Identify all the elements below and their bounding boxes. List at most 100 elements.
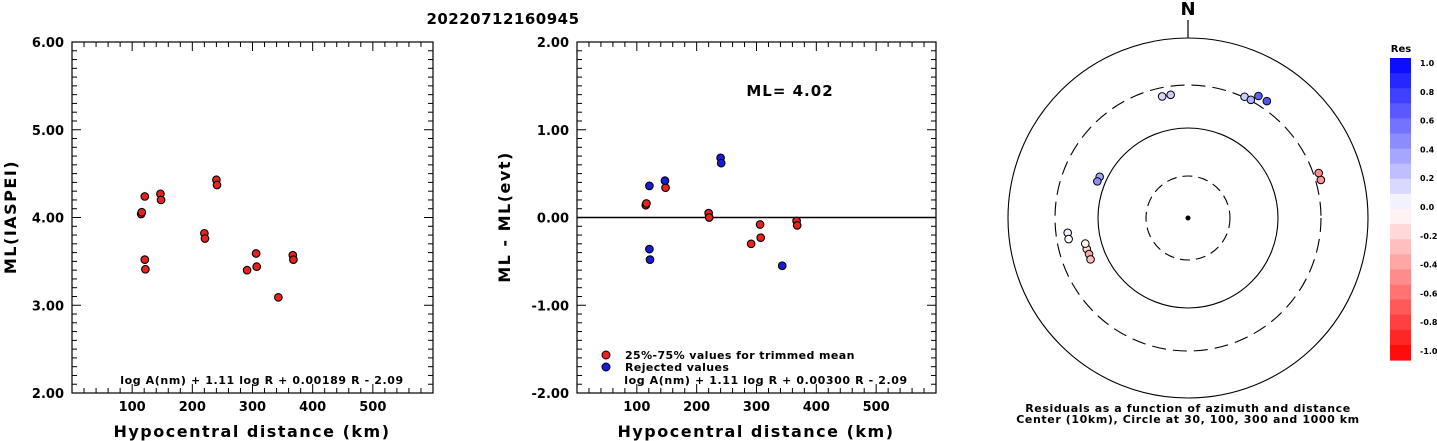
data-point — [251, 249, 261, 258]
residual-point — [1157, 92, 1167, 101]
colorbar-cell — [1390, 209, 1411, 225]
x-tick-label: 400 — [299, 400, 326, 415]
panel-residual-vs-distance: 100 200 300 400 500 -2.00 -1.00 0.00 1.00 2.00 ML… — [495, 36, 937, 441]
data-point — [645, 244, 654, 254]
colorbar-cell — [1390, 329, 1411, 346]
colorbar-cell — [1390, 269, 1411, 286]
data-point — [661, 183, 670, 193]
colorbar-cell — [1390, 178, 1411, 195]
colorbar-tick-label: 0.8 — [1420, 88, 1435, 97]
colorbar-tick-label: 1.0 — [1420, 59, 1435, 68]
colorbar-cell — [1390, 299, 1411, 316]
y-tick-label: 3.00 — [32, 299, 64, 314]
y-axis-title: ML(IASPEI) — [1, 160, 20, 274]
data-point — [137, 207, 147, 217]
colorbar-tick-label: -0.6 — [1420, 289, 1437, 298]
data-point — [755, 220, 765, 229]
legend: 25%-75% values for trimmed mean Rejected… — [601, 349, 855, 374]
residual-point — [1254, 91, 1263, 101]
colorbar-cell — [1390, 58, 1411, 74]
data-point — [704, 213, 714, 222]
residual-point — [1314, 168, 1323, 178]
data-point — [746, 239, 756, 249]
colorbar-tick-label: 0.4 — [1420, 145, 1435, 154]
north-label: N — [1180, 0, 1195, 20]
colorbar-cell — [1390, 254, 1411, 270]
legend-marker-rejected — [601, 362, 611, 372]
colorbar-tick-label: -0.4 — [1420, 261, 1437, 270]
x-tick-label: 400 — [803, 400, 830, 415]
x-axis-title: Hypocentral distance (km) — [617, 422, 894, 441]
colorbar-cell — [1390, 103, 1411, 119]
polar-caption-line1: Residuals as a function of azimuth and d… — [1025, 402, 1351, 415]
colorbar-cell — [1390, 224, 1411, 240]
colorbar-cell — [1390, 193, 1411, 210]
colorbar-tick-label: 0.0 — [1420, 203, 1435, 212]
colorbar-cell — [1390, 148, 1411, 165]
residual-point — [1080, 239, 1090, 248]
figure-title: 20220712160945 — [426, 10, 579, 28]
y-tick-label: -2.00 — [532, 387, 569, 402]
x-tick-label: 500 — [863, 400, 890, 415]
data-point — [642, 199, 651, 208]
x-tick-label: 100 — [119, 400, 146, 415]
x-tick-label: 200 — [683, 400, 710, 415]
data-point — [252, 262, 262, 271]
polar-caption-line2: Center (10km), Circle at 30, 100, 300 an… — [1016, 413, 1360, 426]
data-point — [140, 255, 150, 264]
polar-residual-plot: N Residuals as a function of azimuth and… — [1007, 0, 1369, 426]
y-tick-label: 5.00 — [32, 124, 64, 139]
y-tick-label: 6.00 — [32, 36, 64, 51]
data-point — [140, 192, 150, 201]
x-tick-label: 100 — [623, 400, 650, 415]
colorbar-tick-label: -1.0 — [1420, 347, 1437, 356]
colorbar-cell — [1390, 73, 1411, 89]
x-tick-label: 300 — [239, 400, 266, 415]
data-point — [156, 195, 166, 205]
residual-point — [1262, 96, 1272, 106]
colorbar-cell — [1390, 284, 1411, 301]
formula-text: log A(nm) + 1.11 log R + 0.00189 R - 2.0… — [120, 374, 403, 387]
data-point — [756, 233, 766, 243]
ml-annotation: ML= 4.02 — [746, 82, 833, 100]
data-point — [141, 264, 150, 274]
x-tick-label: 500 — [359, 400, 386, 415]
colorbar-tick-label: 0.2 — [1420, 174, 1434, 183]
plot-frame — [71, 41, 434, 394]
x-axis-title: Hypocentral distance (km) — [113, 422, 390, 441]
center-marker — [1185, 215, 1191, 221]
colorbar-cell — [1390, 163, 1411, 180]
colorbar-cell — [1390, 118, 1411, 135]
panel-ml-vs-distance: 100 200 300 400 500 2.00 3.00 4.00 5.00 6.00 log … — [1, 36, 434, 441]
y-tick-label: 4.00 — [32, 212, 64, 227]
data-point — [242, 265, 252, 275]
y-tick-label: -1.00 — [532, 299, 569, 314]
residual-point — [1086, 255, 1095, 264]
legend-label-trimmed: 25%-75% values for trimmed mean — [625, 349, 855, 362]
data-point — [200, 234, 210, 243]
data-point — [777, 261, 787, 271]
y-tick-label: 1.00 — [537, 124, 569, 139]
ring-100km — [1097, 127, 1279, 309]
ring-300km — [1054, 84, 1322, 352]
formula-text: log A(nm) + 1.11 log R + 0.00300 R - 2.0… — [624, 374, 907, 387]
colorbar-tick-label: -0.2 — [1420, 232, 1437, 241]
residual-colorbar: Res 1.0 0.8 0.6 0.4 0.2 0.0 -0.2 -0.4 -0.6 -0.8 -1… — [1390, 44, 1437, 361]
colorbar-tick-label: -0.8 — [1420, 318, 1437, 327]
x-tick-label: 300 — [743, 400, 770, 415]
colorbar-title: Res — [1391, 44, 1411, 55]
residual-point — [1246, 95, 1256, 105]
data-point — [716, 158, 726, 168]
ring-30km — [1145, 175, 1231, 261]
residual-point — [1064, 234, 1073, 244]
data-point — [660, 176, 670, 185]
y-tick-label: 2.00 — [537, 36, 569, 51]
data-point — [645, 181, 654, 191]
colorbar-cell — [1390, 344, 1411, 361]
residual-point — [1166, 90, 1175, 100]
legend-label-rejected: Rejected values — [625, 361, 729, 374]
data-point — [289, 255, 298, 264]
data-point — [212, 180, 222, 190]
data-point — [645, 255, 655, 264]
